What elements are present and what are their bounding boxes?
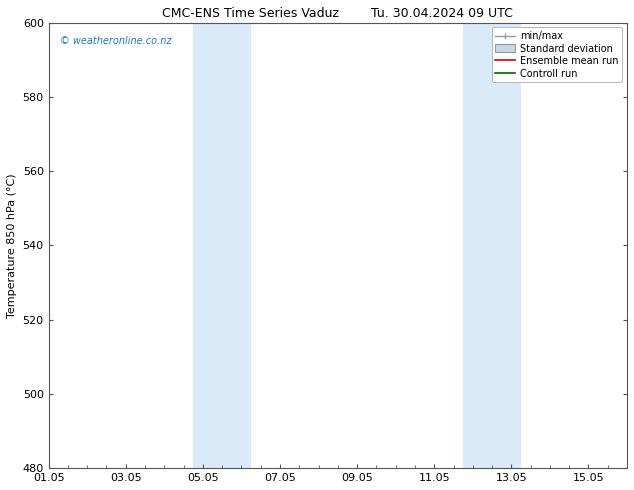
Title: CMC-ENS Time Series Vaduz        Tu. 30.04.2024 09 UTC: CMC-ENS Time Series Vaduz Tu. 30.04.2024… <box>162 7 514 20</box>
Bar <box>193 23 251 468</box>
Bar <box>463 23 521 468</box>
Legend: min/max, Standard deviation, Ensemble mean run, Controll run: min/max, Standard deviation, Ensemble me… <box>491 27 622 82</box>
Text: © weatheronline.co.nz: © weatheronline.co.nz <box>60 36 172 46</box>
Y-axis label: Temperature 850 hPa (°C): Temperature 850 hPa (°C) <box>7 173 17 318</box>
